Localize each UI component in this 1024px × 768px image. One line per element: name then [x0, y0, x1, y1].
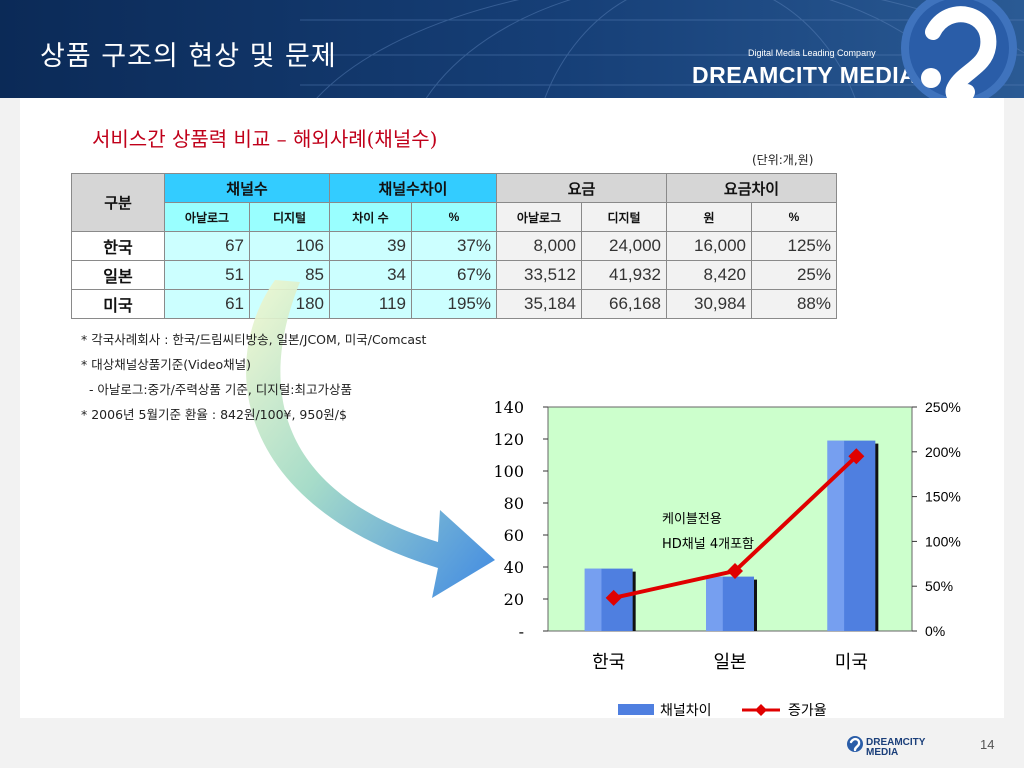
right-tick-label: 0%: [925, 623, 945, 639]
row-label: 일본: [71, 260, 165, 290]
table-row: 일본 51 85 34 67% 33,512 41,932 8,420 25%: [71, 260, 837, 290]
table-row: 한국 67 106 39 37% 8,000 24,000 16,000 125…: [71, 231, 837, 261]
section-title: 서비스간 상품력 비교 – 해외사례(채널수): [92, 127, 438, 151]
bar-series: [584, 440, 879, 631]
table-cell: 195%: [411, 289, 497, 319]
category-label: 일본: [713, 652, 746, 673]
table-cell: 25%: [751, 260, 837, 290]
row-label: 한국: [71, 231, 165, 261]
right-axis: 0% 50% 100% 150% 200% 250%: [912, 399, 961, 639]
legend-line-label: 증가율: [788, 703, 827, 719]
page-number: 14: [980, 737, 995, 752]
subheader-diff-count: 차이 수: [329, 202, 412, 232]
table-cell: 37%: [411, 231, 497, 261]
table-cell: 61: [164, 289, 250, 319]
left-tick-label: 60: [504, 526, 524, 545]
bar-highlight: [827, 440, 845, 631]
table-cell: 85: [249, 260, 330, 290]
table-cell: 66,168: [581, 289, 667, 319]
right-tick-label: 100%: [925, 533, 961, 549]
chart-annotation-line2: HD채널 4개포함: [662, 537, 754, 552]
line-point: [605, 589, 622, 606]
chart-legend: 채널차이 증가율: [618, 703, 827, 719]
legend-line-marker: [755, 704, 767, 716]
left-tick-label: 100: [493, 462, 524, 481]
line-point: [848, 448, 865, 465]
footer-logo-text: DREAMCITY MEDIA: [866, 738, 925, 758]
slide-title: 상품 구조의 현상 및 문제: [40, 41, 337, 72]
table-cell: 106: [249, 231, 330, 261]
table-cell: 16,000: [666, 231, 752, 261]
footer-logo-line1: DREAMCITY: [866, 737, 926, 748]
table-cell: 30,984: [666, 289, 752, 319]
header-fee: 요금: [496, 173, 667, 203]
footer-logo-line2: MEDIA: [866, 747, 899, 758]
company-tagline: Digital Media Leading Company: [748, 48, 876, 58]
note-line: * 대상채널상품기준(Video채널): [81, 357, 251, 372]
right-tick-label: 50%: [925, 578, 953, 594]
table-subheader-row: 아날로그 디지털 차이 수 % 아날로그 디지털 원 %: [72, 202, 837, 232]
table-cell: 8,420: [666, 260, 752, 290]
right-tick-label: 200%: [925, 444, 961, 460]
header-fee-diff: 요금차이: [666, 173, 837, 203]
note-line: * 각국사례회사 : 한국/드림씨티방송, 일본/JCOM, 미국/Comcas…: [81, 332, 427, 347]
left-tick-label: 40: [504, 558, 524, 577]
left-tick-label: 80: [504, 494, 524, 513]
table-cell: 67: [164, 231, 250, 261]
unit-label: (단위:개,원): [752, 153, 814, 167]
table-row: 미국 61 180 119 195% 35,184 66,168 30,984 …: [71, 289, 837, 319]
table-cell: 119: [329, 289, 412, 319]
category-label: 미국: [835, 652, 868, 673]
notes: * 각국사례회사 : 한국/드림씨티방송, 일본/JCOM, 미국/Comcas…: [81, 327, 426, 427]
left-tick-label: 20: [504, 590, 524, 609]
table-cell: 34: [329, 260, 412, 290]
bar-highlight: [584, 568, 602, 631]
subheader-fee-percent: %: [751, 202, 837, 232]
table-cell: 8,000: [496, 231, 582, 261]
note-line: - 아날로그:중가/주력상품 기준, 디지털:최고가상품: [81, 382, 352, 397]
line-series: [605, 448, 865, 606]
legend-bar-label: 채널차이: [660, 703, 712, 719]
left-tick-label: 140: [493, 398, 524, 417]
note-line: * 2006년 5월기준 환율 : 842원/100¥, 950원/$: [81, 407, 347, 422]
left-tick-label: 120: [493, 430, 524, 449]
category-label: 한국: [592, 652, 625, 673]
left-axis: - 20 40 60 80 100 120 140: [493, 398, 548, 641]
company-logo-text: DREAMCITY MEDIA: [692, 62, 917, 88]
left-tick-label: -: [519, 622, 524, 641]
bar-highlight: [706, 576, 723, 631]
slide-header: 상품 구조의 현상 및 문제 Digital Media Leading Com…: [0, 0, 1024, 98]
table-cell: 39: [329, 231, 412, 261]
legend-bar-swatch: [618, 704, 654, 715]
chart-annotation-line1: 케이블전용: [662, 512, 722, 527]
subheader-fee-digital: 디지털: [581, 202, 667, 232]
header-gubun: 구분: [71, 173, 165, 232]
category-labels: 한국 일본 미국: [592, 652, 868, 673]
subheader-diff-percent: %: [411, 202, 497, 232]
table-cell: 88%: [751, 289, 837, 319]
comparison-table: 구분 채널수 채널수차이 요금 요금차이 아날로그 디지털 차이 수 % 아날로…: [71, 173, 837, 319]
subheader-fee-won: 원: [666, 202, 752, 232]
table-cell: 35,184: [496, 289, 582, 319]
header-channel-diff: 채널수차이: [329, 173, 497, 203]
right-tick-label: 250%: [925, 399, 961, 415]
footer-logo-icon: [847, 736, 863, 752]
table-cell: 41,932: [581, 260, 667, 290]
right-tick-label: 150%: [925, 489, 961, 505]
line-point: [727, 562, 743, 579]
logo-swirl-icon: [901, 0, 1017, 98]
table-cell: 33,512: [496, 260, 582, 290]
